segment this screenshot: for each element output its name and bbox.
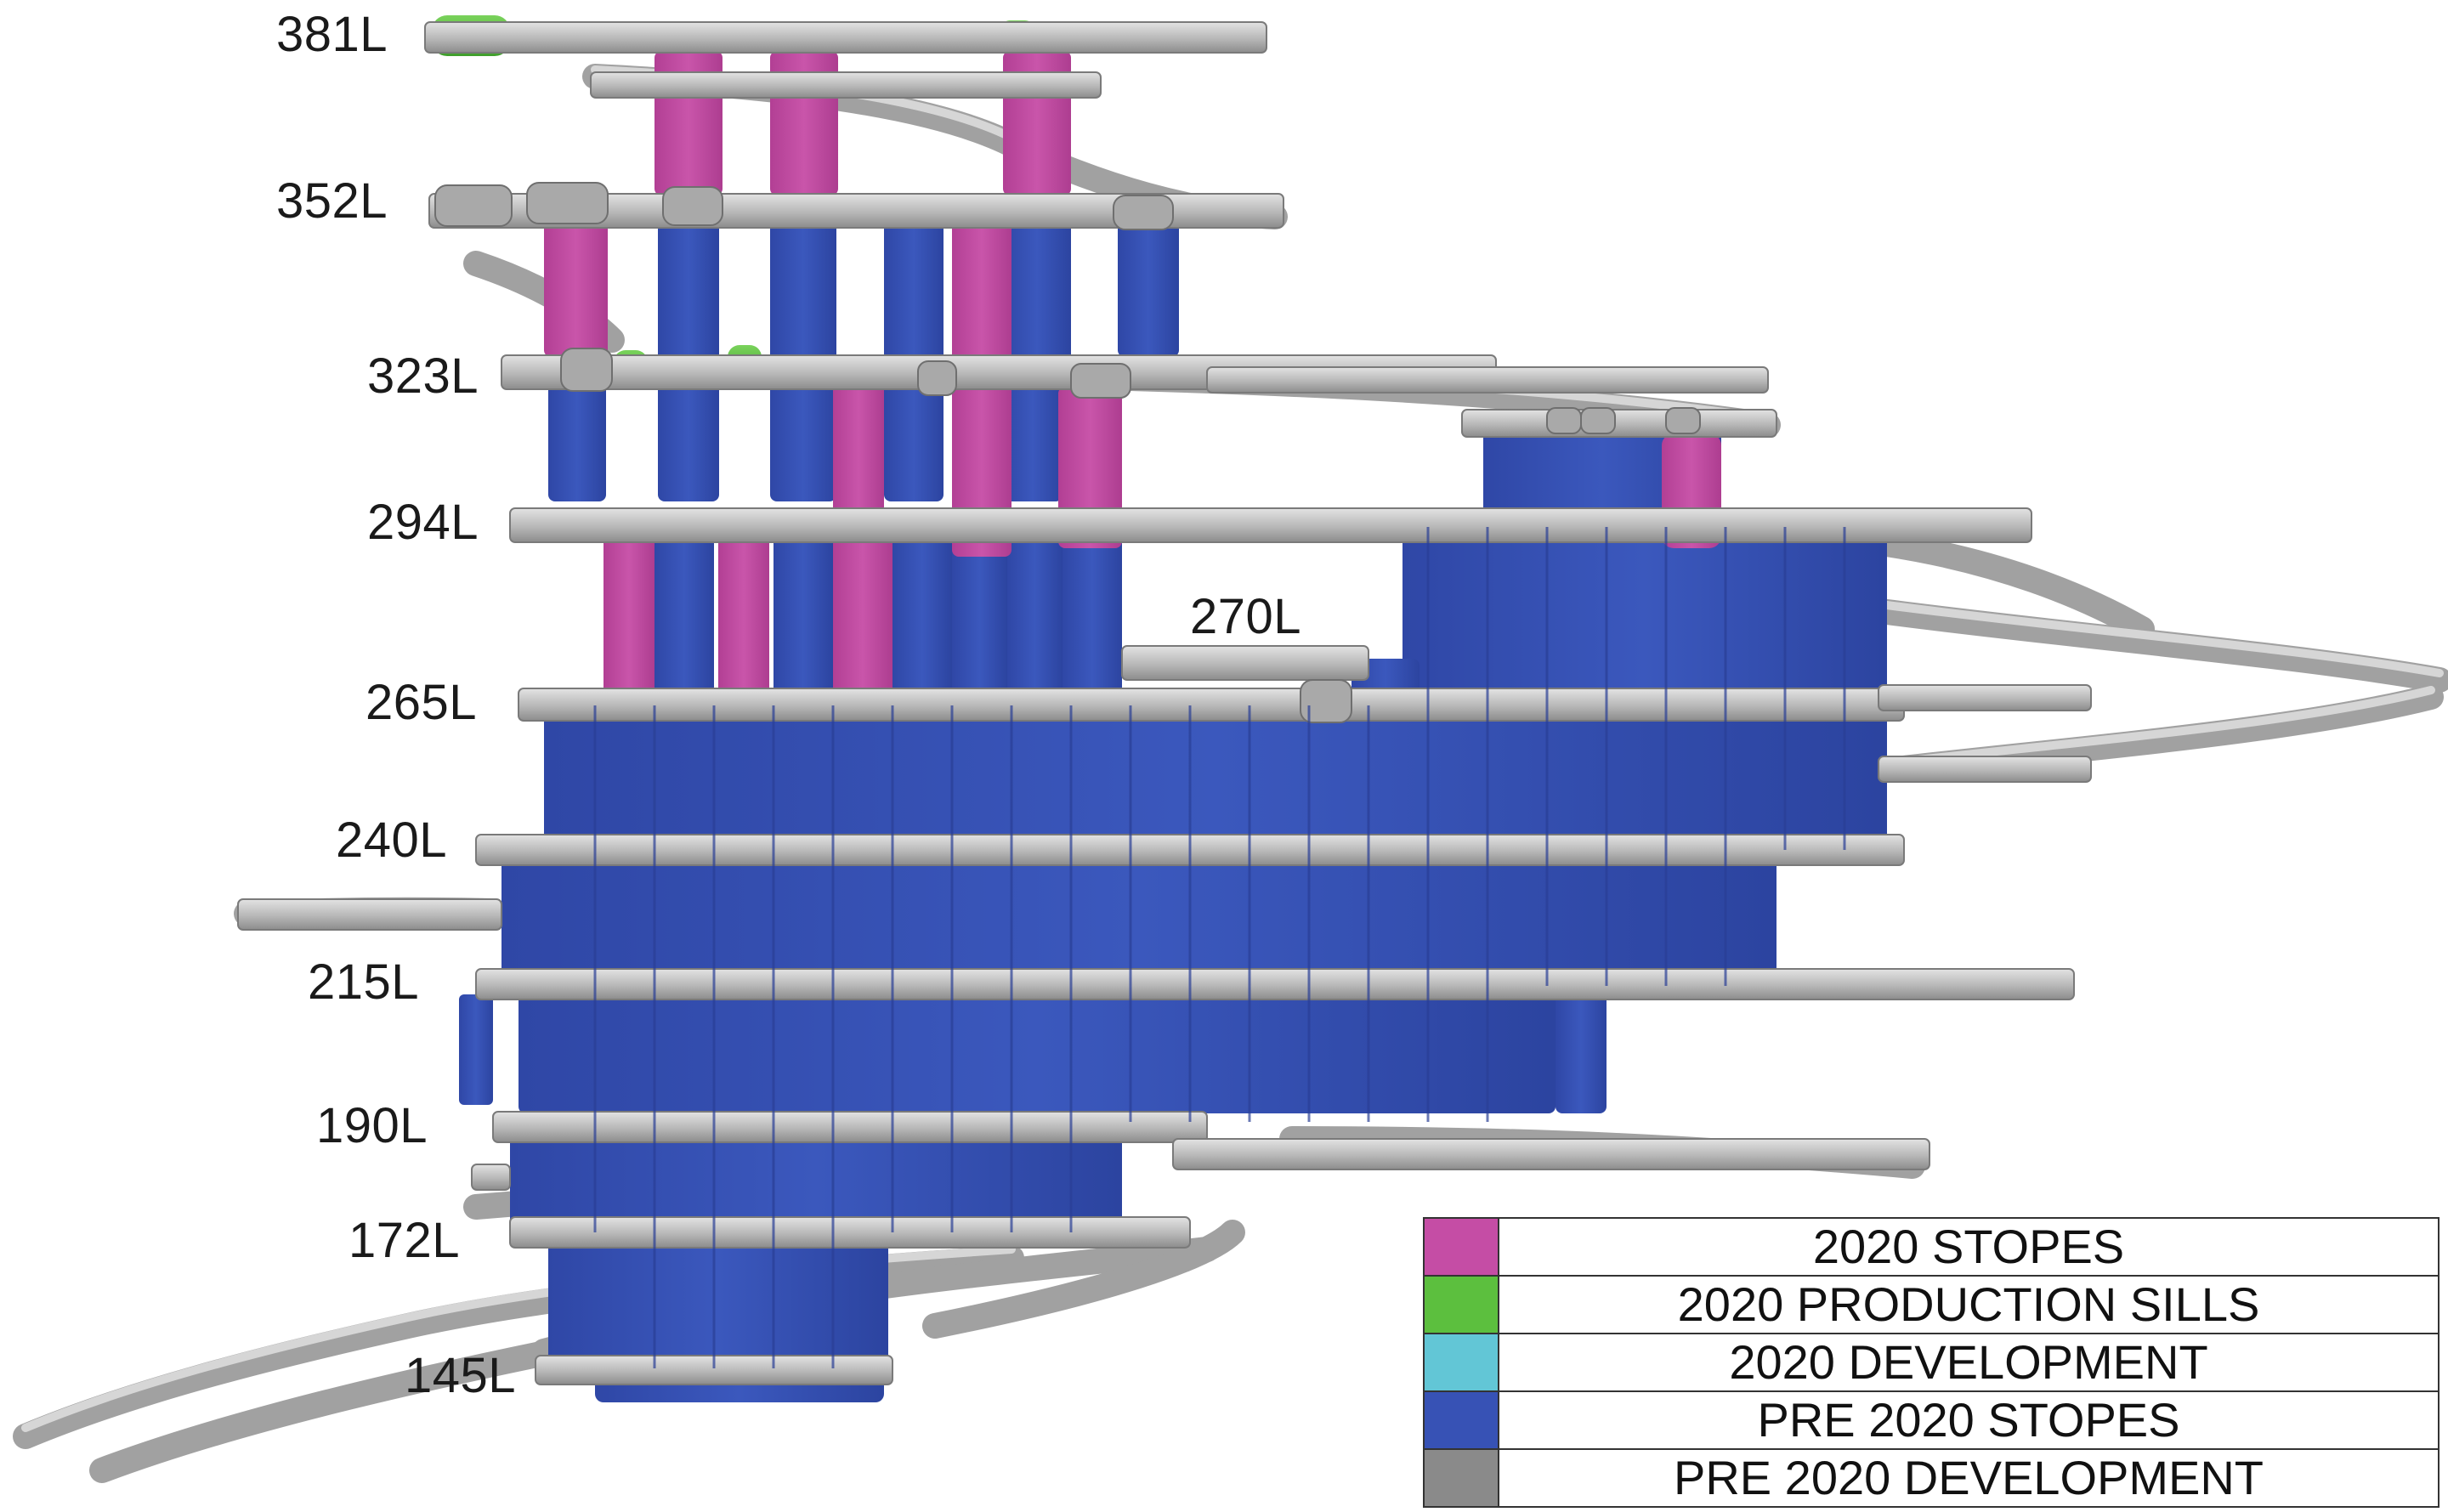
- legend-label: 2020 STOPES: [1812, 1220, 2125, 1273]
- level-label-381L: 381L: [276, 7, 388, 62]
- sill-pillars: [434, 182, 1701, 723]
- level-label-323L: 323L: [367, 348, 479, 404]
- level-label-270L: 270L: [1190, 589, 1302, 644]
- legend-item: PRE 2020 STOPES: [1425, 1392, 2438, 1450]
- level-label-190L: 190L: [316, 1098, 428, 1153]
- pre-2020-stopes: [459, 212, 1887, 1402]
- legend-label: PRE 2020 STOPES: [1757, 1393, 2180, 1447]
- level-label-172L: 172L: [348, 1213, 461, 1268]
- legend-swatch-2020-stopes: [1425, 1219, 1499, 1275]
- level-label-215L: 215L: [308, 954, 420, 1010]
- legend-swatch-2020-production-sills: [1425, 1277, 1499, 1333]
- legend-label: PRE 2020 DEVELOPMENT: [1673, 1451, 2264, 1504]
- legend-item: 2020 STOPES: [1425, 1219, 2438, 1277]
- legend-item: 2020 DEVELOPMENT: [1425, 1334, 2438, 1392]
- legend: 2020 STOPES 2020 PRODUCTION SILLS 2020 D…: [1423, 1217, 2440, 1508]
- legend-label: 2020 DEVELOPMENT: [1729, 1335, 2208, 1389]
- level-label-265L: 265L: [366, 675, 478, 730]
- level-drives: [237, 21, 2092, 1385]
- level-label-294L: 294L: [367, 495, 479, 550]
- legend-item: 2020 PRODUCTION SILLS: [1425, 1277, 2438, 1334]
- level-label-352L: 352L: [276, 173, 388, 229]
- legend-swatch-pre-2020-stopes: [1425, 1392, 1499, 1448]
- level-label-240L: 240L: [336, 813, 448, 868]
- legend-item: PRE 2020 DEVELOPMENT: [1425, 1450, 2438, 1506]
- legend-label: 2020 PRODUCTION SILLS: [1677, 1277, 2260, 1331]
- legend-swatch-2020-development: [1425, 1334, 1499, 1390]
- legend-swatch-pre-2020-development: [1425, 1450, 1499, 1506]
- level-label-145L: 145L: [405, 1348, 517, 1403]
